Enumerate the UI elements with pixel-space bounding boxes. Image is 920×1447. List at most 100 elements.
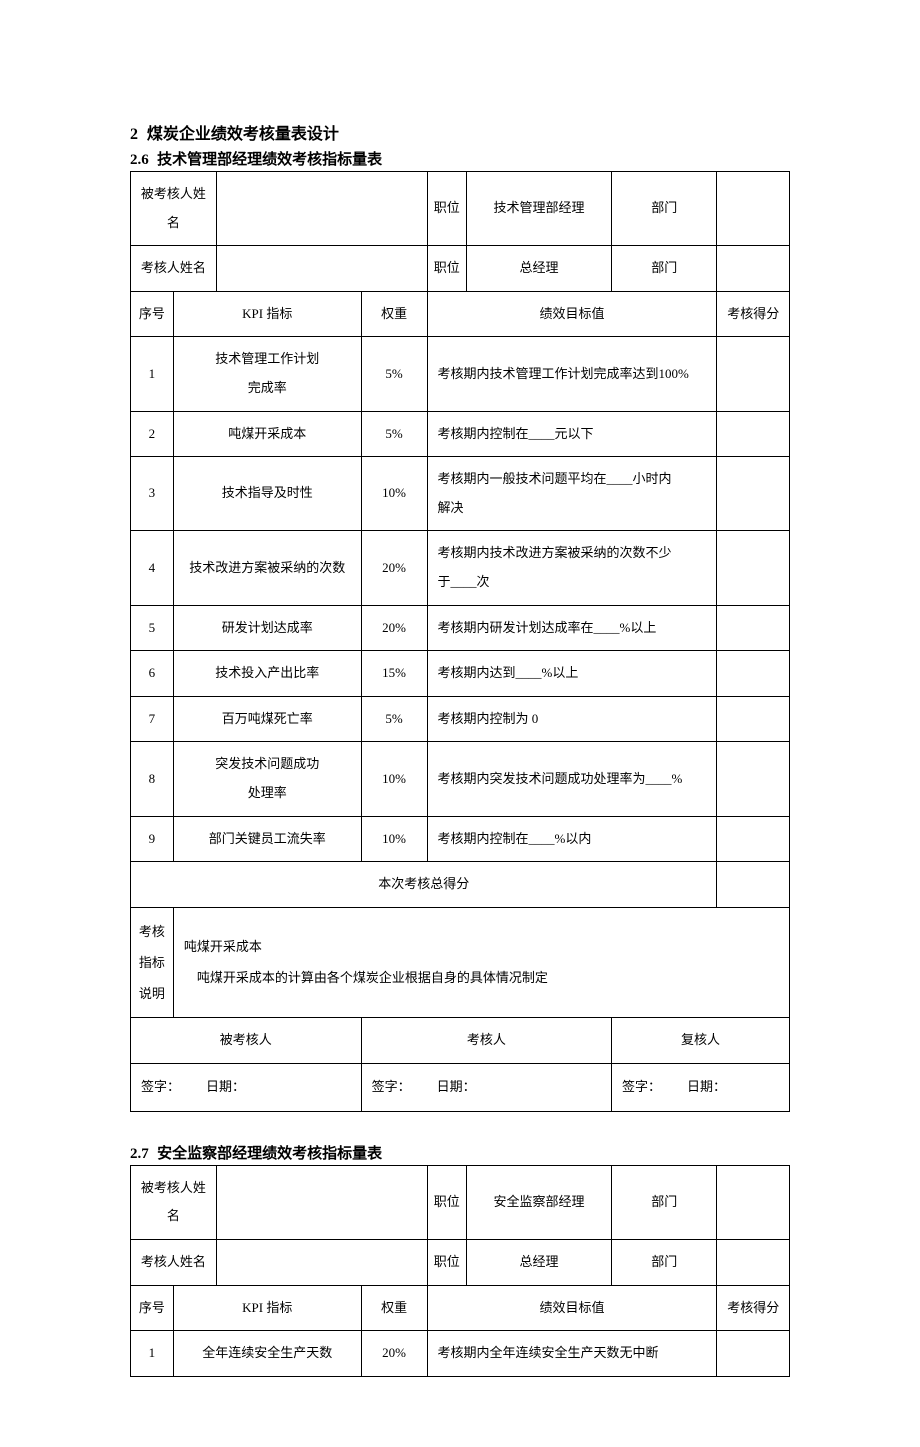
row-target: 考核期内技术管理工作计划完成率达到100%	[427, 337, 717, 411]
row-weight: 20%	[361, 531, 427, 605]
col-kpi: KPI 指标	[173, 291, 361, 337]
subsection-1-title: 2.6 技术管理部经理绩效考核指标量表	[130, 148, 790, 169]
assessee-name-value	[216, 172, 427, 246]
table-row: 8 突发技术问题成功 处理率 10% 考核期内突发技术问题成功处理率为____%	[131, 742, 790, 816]
subsection-2-title-text: 安全监察部经理绩效考核指标量表	[157, 1145, 382, 1162]
kpi-line1: 技术管理工作计划	[215, 351, 319, 366]
subsection-2-number: 2.7	[130, 1146, 149, 1162]
kpi-line2: 完成率	[248, 380, 287, 395]
kpi-table-2: 被考核人姓名 职位 安全监察部经理 部门 考核人姓名 职位 总经理 部门 序号 …	[130, 1165, 790, 1377]
target-line2: 于____次	[438, 574, 490, 589]
row-seq: 1	[131, 337, 174, 411]
target-line1: 考核期内一般技术问题平均在____小时内	[438, 471, 672, 486]
row-seq: 4	[131, 531, 174, 605]
row-weight: 5%	[361, 411, 427, 457]
position-label-1: 职位	[427, 172, 467, 246]
table-row: 7 百万吨煤死亡率 5% 考核期内控制为 0	[131, 696, 790, 742]
col-weight: 权重	[361, 1285, 427, 1331]
signature-header-row: 被考核人 考核人 复核人	[131, 1018, 790, 1064]
department-label-1: 部门	[612, 1165, 717, 1239]
position-label-2: 职位	[427, 246, 467, 292]
row-seq: 6	[131, 651, 174, 697]
header-row-assessor: 考核人姓名 职位 总经理 部门	[131, 1240, 790, 1286]
assessee-sign: 签字： 日期：	[131, 1063, 362, 1111]
row-kpi: 技术投入产出比率	[173, 651, 361, 697]
position-label-2: 职位	[427, 1240, 467, 1286]
row-kpi: 技术改进方案被采纳的次数	[173, 531, 361, 605]
sign-label: 签字：	[141, 1079, 180, 1094]
total-row: 本次考核总得分	[131, 862, 790, 908]
assessee-header: 被考核人	[131, 1018, 362, 1064]
note-label-line1: 考核	[139, 924, 165, 939]
department-label-2: 部门	[612, 246, 717, 292]
kpi-line2: 处理率	[248, 785, 287, 800]
row-kpi: 全年连续安全生产天数	[173, 1331, 361, 1377]
row-seq: 5	[131, 605, 174, 651]
date-label: 日期：	[206, 1079, 245, 1094]
row-seq: 2	[131, 411, 174, 457]
table-row: 1 全年连续安全生产天数 20% 考核期内全年连续安全生产天数无中断	[131, 1331, 790, 1377]
column-header-row: 序号 KPI 指标 权重 绩效目标值 考核得分	[131, 1285, 790, 1331]
department-value-1	[717, 172, 790, 246]
row-seq: 8	[131, 742, 174, 816]
position-label-1: 职位	[427, 1165, 467, 1239]
section-title-text: 煤炭企业绩效考核量表设计	[147, 126, 339, 143]
col-weight: 权重	[361, 291, 427, 337]
target-line1: 考核期内技术改进方案被采纳的次数不少	[438, 545, 672, 560]
row-kpi: 研发计划达成率	[173, 605, 361, 651]
row-weight: 15%	[361, 651, 427, 697]
position-value-1: 安全监察部经理	[467, 1165, 612, 1239]
row-kpi: 技术管理工作计划 完成率	[173, 337, 361, 411]
table-row: 9 部门关键员工流失率 10% 考核期内控制在____%以内	[131, 816, 790, 862]
col-score: 考核得分	[717, 291, 790, 337]
header-row-assessee: 被考核人姓名 职位 技术管理部经理 部门	[131, 172, 790, 246]
subsection-1-number: 2.6	[130, 152, 149, 168]
row-target: 考核期内一般技术问题平均在____小时内 解决	[427, 457, 717, 531]
row-target: 考核期内全年连续安全生产天数无中断	[427, 1331, 717, 1377]
col-kpi: KPI 指标	[173, 1285, 361, 1331]
row-target: 考核期内控制在____%以内	[427, 816, 717, 862]
note-content-line2: 吨煤开采成本的计算由各个煤炭企业根据自身的具体情况制定	[197, 970, 548, 985]
position-value-2: 总经理	[467, 1240, 612, 1286]
row-score	[717, 1331, 790, 1377]
table-row: 5 研发计划达成率 20% 考核期内研发计划达成率在____%以上	[131, 605, 790, 651]
row-seq: 7	[131, 696, 174, 742]
assessee-name-value	[216, 1165, 427, 1239]
table-row: 1 技术管理工作计划 完成率 5% 考核期内技术管理工作计划完成率达到100%	[131, 337, 790, 411]
row-score	[717, 531, 790, 605]
row-seq: 1	[131, 1331, 174, 1377]
sign-label: 签字：	[372, 1079, 411, 1094]
assessor-header: 考核人	[361, 1018, 611, 1064]
note-content: 吨煤开采成本 吨煤开采成本的计算由各个煤炭企业根据自身的具体情况制定	[173, 907, 789, 1018]
row-weight: 20%	[361, 605, 427, 651]
row-weight: 5%	[361, 696, 427, 742]
row-weight: 20%	[361, 1331, 427, 1377]
department-label-2: 部门	[612, 1240, 717, 1286]
row-kpi: 技术指导及时性	[173, 457, 361, 531]
total-label: 本次考核总得分	[131, 862, 717, 908]
section-title: 2 煤炭企业绩效考核量表设计	[130, 120, 790, 144]
row-weight: 5%	[361, 337, 427, 411]
row-kpi: 吨煤开采成本	[173, 411, 361, 457]
row-score	[717, 696, 790, 742]
note-label-line3: 说明	[139, 986, 165, 1001]
table-row: 2 吨煤开采成本 5% 考核期内控制在____元以下	[131, 411, 790, 457]
assessor-name-label: 考核人姓名	[131, 246, 217, 292]
position-value-2: 总经理	[467, 246, 612, 292]
date-label: 日期：	[437, 1079, 476, 1094]
row-kpi: 百万吨煤死亡率	[173, 696, 361, 742]
row-score	[717, 605, 790, 651]
col-target: 绩效目标值	[427, 291, 717, 337]
position-value-1: 技术管理部经理	[467, 172, 612, 246]
table-row: 4 技术改进方案被采纳的次数 20% 考核期内技术改进方案被采纳的次数不少 于_…	[131, 531, 790, 605]
row-weight: 10%	[361, 457, 427, 531]
assessee-name-label: 被考核人姓名	[131, 172, 217, 246]
row-target: 考核期内突发技术问题成功处理率为____%	[427, 742, 717, 816]
col-seq: 序号	[131, 291, 174, 337]
assessor-sign: 签字： 日期：	[361, 1063, 611, 1111]
col-seq: 序号	[131, 1285, 174, 1331]
target-line2: 解决	[438, 500, 464, 515]
col-target: 绩效目标值	[427, 1285, 717, 1331]
row-target: 考核期内控制为 0	[427, 696, 717, 742]
col-score: 考核得分	[717, 1285, 790, 1331]
